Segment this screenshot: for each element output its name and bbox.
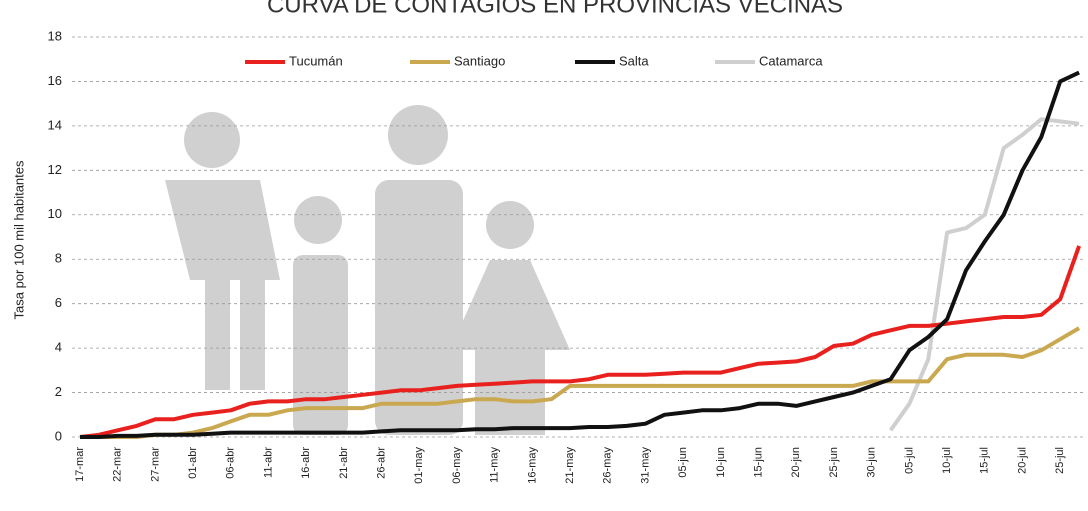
x-tick-label: 11-may [489,447,501,483]
x-tick-label: 06-may [451,447,463,484]
x-tick-label: 16-may [526,447,538,484]
x-tick-label: 31-may [639,447,651,484]
y-tick-label: 18 [48,28,62,43]
y-tick-label: 0 [55,428,62,443]
x-tick-label: 15-jul [979,447,991,474]
x-tick-label: 10-jun [715,447,727,478]
x-tick-label: 01-abr [187,447,199,479]
x-tick-label: 11-abr [262,447,274,478]
x-tick-label: 25-jul [1054,447,1066,474]
x-tick-label: 27-mar [149,447,161,482]
y-tick-label: 8 [55,251,62,266]
chart: CURVA DE CONTAGIOS EN PROVINCIAS VECINAS… [0,0,1088,511]
x-tick-label: 30-jun [866,447,878,478]
chart-title: CURVA DE CONTAGIOS EN PROVINCIAS VECINAS [267,0,843,18]
x-tick-label: 10-jul [941,447,953,474]
x-tick-label: 01-may [413,447,425,484]
x-tick-label: 17-mar [74,447,86,482]
y-tick-label: 14 [48,117,62,132]
x-tick-label: 20-jun [790,447,802,478]
y-tick-label: 10 [48,206,62,221]
x-tick-label: 26-may [602,447,614,484]
y-tick-label: 2 [55,384,62,399]
legend-label: Tucumán [289,53,343,68]
x-tick-label: 05-jul [903,447,915,474]
x-tick-label: 15-jun [753,447,765,478]
x-tick-label: 05-jun [677,447,689,478]
legend-label: Catamarca [759,53,823,68]
legend-label: Santiago [454,53,505,68]
series-line [891,119,1080,430]
x-tick-label: 21-abr [338,447,350,479]
legend-label: Salta [619,53,649,68]
y-axis-label: Tasa por 100 mil habitantes [11,160,26,319]
x-tick-label: 06-abr [225,447,237,479]
x-tick-label: 22-mar [112,447,124,482]
x-tick-label: 20-jul [1016,447,1028,474]
y-tick-label: 12 [48,162,62,177]
y-tick-label: 6 [55,295,62,310]
x-tick-label: 25-jun [828,447,840,478]
x-tick-label: 16-abr [300,447,312,479]
x-tick-label: 26-abr [376,447,388,479]
y-tick-label: 4 [55,340,62,355]
x-tick-label: 21-may [564,447,576,484]
background-family [165,105,570,435]
y-tick-label: 16 [48,73,62,88]
